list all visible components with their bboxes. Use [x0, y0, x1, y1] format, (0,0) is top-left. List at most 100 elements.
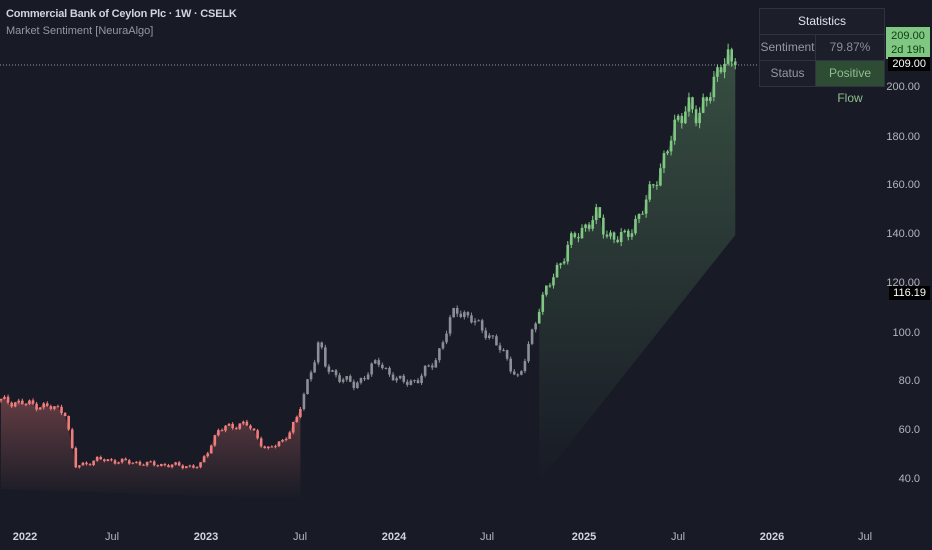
- indicator-label[interactable]: Market Sentiment [NeuraAlgo]: [6, 25, 154, 37]
- time-axis-label: 2022: [12, 531, 38, 543]
- candle-bearish: [252, 428, 256, 431]
- candle-neutral: [491, 335, 495, 337]
- candle-bearish: [245, 421, 249, 426]
- candle-neutral: [423, 365, 427, 376]
- candle-neutral: [370, 363, 373, 375]
- candle-bearish: [238, 423, 242, 429]
- candle-neutral: [445, 333, 448, 343]
- candle-bearish: [227, 423, 231, 426]
- candle-bullish: [616, 239, 619, 243]
- candle-neutral: [324, 347, 327, 367]
- last-price-tag: 209.00 2d 19h: [886, 27, 930, 59]
- candle-bullish: [566, 244, 570, 262]
- candle-bearish: [42, 403, 46, 408]
- candle-bearish: [188, 465, 192, 467]
- stat-value: Positive Flow: [816, 61, 884, 105]
- crosshair-price-tag: 209.00: [888, 57, 930, 71]
- candle-neutral: [341, 379, 345, 382]
- statistics-table: Statistics Sentiment 79.87% Status Posit…: [759, 8, 885, 105]
- candle-neutral: [527, 343, 530, 362]
- candle-bearish: [88, 464, 92, 466]
- candle-neutral: [487, 335, 491, 338]
- chart-title: Commercial Bank of Ceylon Plc · 1W · CSE…: [6, 8, 237, 20]
- candle-bullish: [602, 217, 605, 235]
- candle-bullish: [662, 153, 666, 169]
- candle-bearish: [103, 459, 106, 462]
- candle-neutral: [470, 315, 473, 323]
- candle-bearish: [242, 421, 245, 424]
- candle-bullish: [684, 111, 687, 124]
- candle-bullish: [537, 311, 541, 324]
- price-axis-label: 100.0: [892, 327, 920, 339]
- candle-bearish: [167, 465, 170, 468]
- candle-bearish: [0, 398, 3, 401]
- candle-bearish: [17, 400, 21, 403]
- candle-bearish: [202, 456, 206, 463]
- candle-neutral: [430, 365, 434, 368]
- candle-bearish: [284, 438, 288, 440]
- candle-bearish: [3, 396, 6, 399]
- candle-bearish: [70, 429, 74, 448]
- candle-neutral: [338, 375, 341, 382]
- candle-neutral: [498, 345, 502, 351]
- candle-bearish: [13, 402, 17, 407]
- candle-bearish: [263, 446, 267, 449]
- candle-bullish: [698, 112, 701, 124]
- candle-bearish: [163, 463, 167, 466]
- candle-neutral: [530, 329, 534, 344]
- candle-bullish: [598, 207, 602, 218]
- candle-bullish: [545, 285, 548, 295]
- candle-bearish: [256, 430, 259, 439]
- candle-bullish: [569, 233, 573, 245]
- candle-neutral: [356, 382, 359, 388]
- candle-neutral: [391, 374, 395, 381]
- candle-neutral: [413, 380, 416, 382]
- sentiment-fill-bearish: [0, 396, 301, 500]
- candle-neutral: [313, 362, 316, 373]
- candle-bearish: [85, 462, 88, 465]
- candle-bearish: [249, 425, 252, 429]
- candle-neutral: [516, 374, 520, 376]
- candle-bullish: [584, 224, 587, 228]
- candle-bullish: [634, 218, 637, 234]
- candle-bullish: [701, 97, 705, 113]
- candle-neutral: [398, 375, 402, 379]
- candle-bearish: [177, 462, 181, 466]
- candle-bearish: [81, 462, 85, 466]
- candle-bearish: [38, 407, 42, 410]
- candle-bearish: [35, 403, 38, 410]
- candle-bullish: [605, 234, 609, 237]
- stat-value: 79.87%: [829, 40, 871, 54]
- candle-bullish: [644, 199, 648, 214]
- candle-bullish: [548, 285, 552, 287]
- candle-neutral: [441, 342, 445, 349]
- candle-bearish: [199, 462, 202, 468]
- candle-bearish: [74, 447, 78, 468]
- candle-bullish: [609, 232, 612, 237]
- candle-bearish: [274, 446, 277, 448]
- candle-bullish: [687, 97, 691, 112]
- candle-neutral: [345, 376, 349, 380]
- stat-row-status: Status Positive Flow: [760, 61, 884, 105]
- candle-neutral: [509, 358, 512, 372]
- candle-bullish: [673, 119, 676, 141]
- candle-bearish: [99, 456, 103, 460]
- time-axis-label: Jul: [104, 531, 120, 543]
- marker-price-tag: 116.19: [889, 286, 930, 300]
- candle-bearish: [138, 461, 142, 465]
- candle-neutral: [363, 378, 366, 380]
- candle-bullish: [552, 277, 555, 286]
- candle-neutral: [331, 370, 334, 372]
- time-axis-label: 2024: [381, 531, 407, 543]
- candle-neutral: [463, 312, 466, 317]
- candle-bullish: [716, 67, 719, 77]
- time-axis-label: Jul: [479, 531, 495, 543]
- candle-bearish: [209, 445, 213, 454]
- candle-bearish: [113, 460, 117, 464]
- stat-label: Sentiment: [760, 35, 816, 60]
- candle-neutral: [348, 376, 352, 382]
- candle-bullish: [726, 49, 730, 64]
- candle-bearish: [288, 432, 291, 439]
- candle-bearish: [281, 439, 284, 442]
